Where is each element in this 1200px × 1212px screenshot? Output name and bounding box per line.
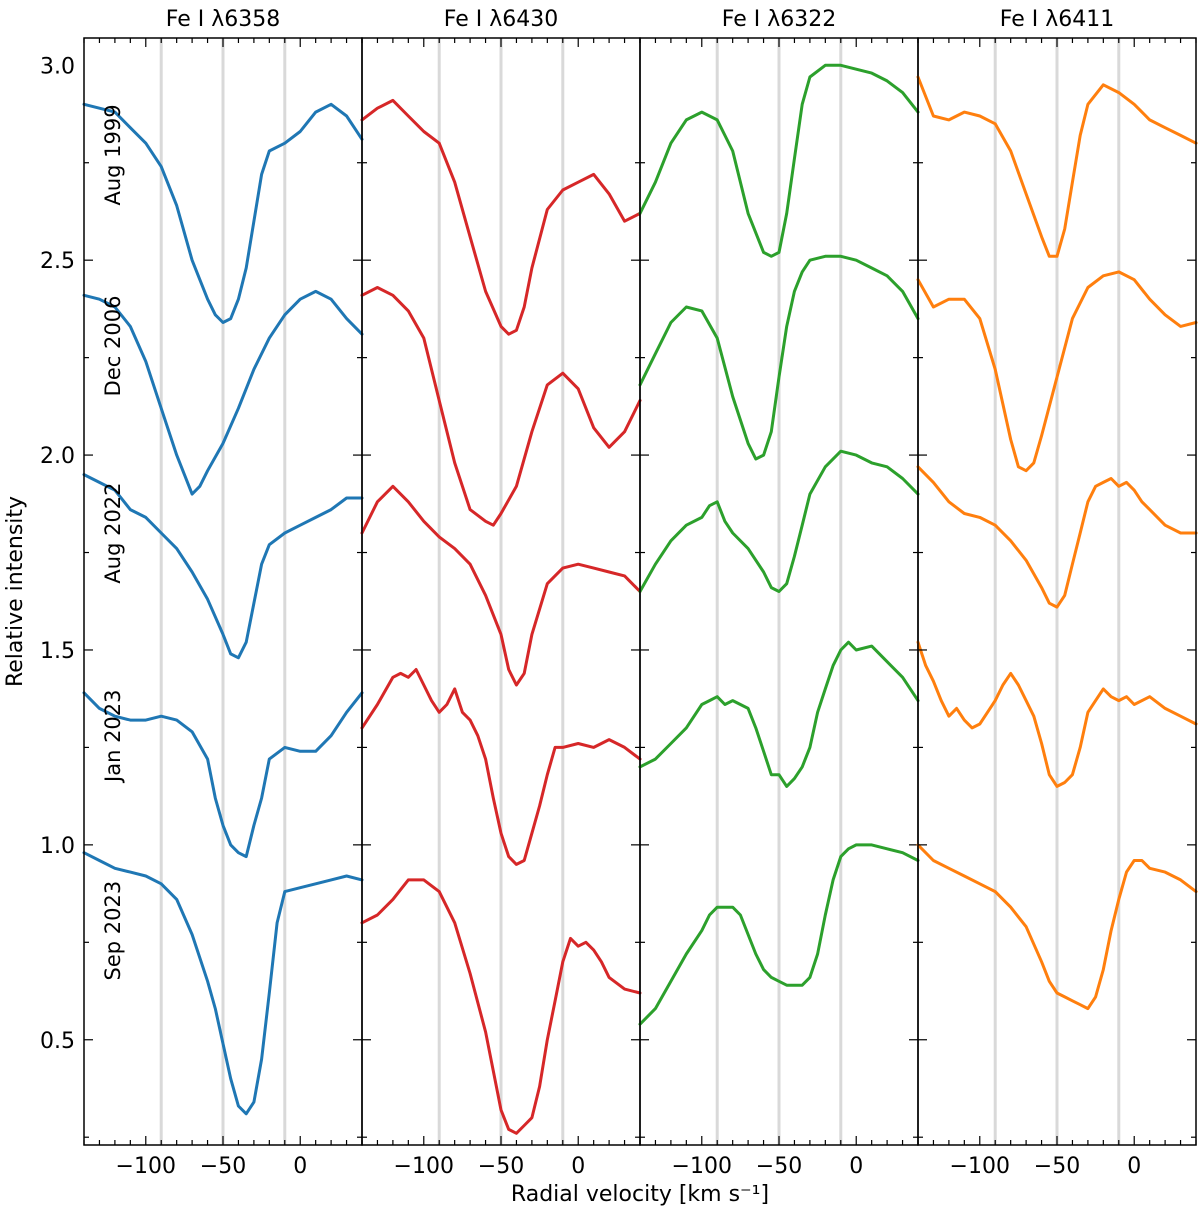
y-tick-label: 2.5 — [40, 249, 75, 274]
spectrum-line — [82, 102, 364, 324]
panel-4: −100 −50 0 Fe I λ6411 — [916, 7, 1198, 1179]
spectrum-line — [360, 286, 642, 527]
x-tick-label: 0 — [849, 1154, 863, 1179]
spectrum-line — [82, 851, 364, 1116]
x-tick-label: −100 — [950, 1154, 1010, 1179]
spectrum-line — [638, 640, 920, 788]
epoch-label: Sep 2023 — [101, 881, 125, 981]
spectrum-line — [916, 843, 1198, 1011]
spectrum-line — [916, 270, 1198, 473]
y-tick-label: 2.0 — [40, 444, 75, 469]
epoch-label: Aug 1999 — [101, 104, 125, 205]
x-tick-label: −100 — [672, 1154, 732, 1179]
panel-title: Fe I λ6430 — [444, 7, 558, 32]
spectrum-line — [916, 75, 1198, 258]
spectrum-line — [360, 484, 642, 687]
panel-1: −100 −50 0 Fe I λ6358 — [82, 7, 364, 1179]
x-tick-label: −50 — [478, 1154, 524, 1179]
y-tick-label: 3.0 — [40, 54, 75, 79]
spectrum-line — [916, 465, 1198, 609]
x-tick-label: −50 — [756, 1154, 802, 1179]
spectrum-line — [360, 98, 642, 336]
x-tick-label: 0 — [571, 1154, 585, 1179]
x-tick-label: −50 — [1034, 1154, 1080, 1179]
spectrum-line — [82, 691, 364, 859]
spectrum-line — [638, 63, 920, 258]
y-axis-label: Relative intensity — [3, 496, 28, 687]
spectrum-line — [360, 668, 642, 866]
x-tick-label: 0 — [293, 1154, 307, 1179]
spectrum-line — [916, 640, 1198, 788]
panel-2: −100 −50 0 Fe I λ6430 — [360, 7, 642, 1179]
x-axis-label: Radial velocity [km s⁻¹] — [511, 1182, 769, 1207]
epoch-label: Aug 2022 — [101, 482, 125, 583]
y-tick-label: 1.5 — [40, 639, 75, 664]
y-tick-label: 1.0 — [40, 834, 75, 859]
spectrum-line — [82, 289, 364, 496]
x-tick-label: −50 — [200, 1154, 246, 1179]
panel-title: Fe I λ6322 — [722, 7, 836, 32]
x-tick-label: −100 — [116, 1154, 176, 1179]
epoch-label: Jan 2023 — [101, 689, 125, 784]
spectrum-line — [82, 473, 364, 660]
panel-3: −100 −50 0 Fe I λ6322 — [638, 7, 920, 1179]
panel-title: Fe I λ6358 — [166, 7, 280, 32]
spectrum-line — [638, 254, 920, 461]
spectrum-line — [638, 843, 920, 1026]
epoch-label: Dec 2006 — [101, 296, 125, 397]
x-tick-label: −100 — [394, 1154, 454, 1179]
y-tick-label: 0.5 — [40, 1029, 75, 1054]
x-tick-label: 0 — [1127, 1154, 1141, 1179]
panel-title: Fe I λ6411 — [1000, 7, 1114, 32]
spectrum-line — [638, 449, 920, 593]
spectrum-line — [360, 878, 642, 1135]
